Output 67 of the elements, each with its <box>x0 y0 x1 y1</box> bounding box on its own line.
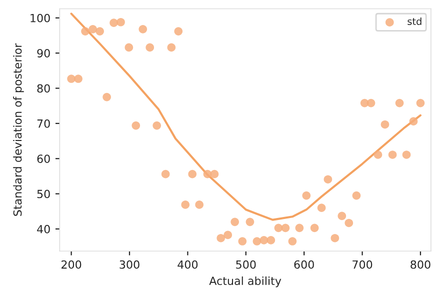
point <box>230 218 239 226</box>
point <box>102 92 111 102</box>
y-tick-label: 70 <box>37 119 50 128</box>
point <box>238 237 247 246</box>
point <box>374 150 382 159</box>
x-tick-label: 400 <box>178 260 198 269</box>
point <box>124 43 134 52</box>
point <box>74 74 82 83</box>
point <box>181 200 190 209</box>
point <box>167 43 176 52</box>
point <box>210 170 219 178</box>
point <box>281 224 290 232</box>
point <box>252 237 262 246</box>
point <box>317 204 326 212</box>
point <box>216 234 226 242</box>
point <box>138 24 148 34</box>
point <box>116 18 125 26</box>
x-axis-title: Actual ability <box>209 276 282 288</box>
point <box>88 24 98 34</box>
point <box>295 224 304 232</box>
point <box>344 218 354 228</box>
point <box>352 191 361 200</box>
point <box>188 170 197 178</box>
y-axis-title: Standard deviation of posterior <box>13 43 24 216</box>
point <box>302 191 311 200</box>
point <box>338 212 346 220</box>
x-tick-label: 700 <box>352 260 372 269</box>
point <box>174 27 183 36</box>
x-tick-label: 800 <box>410 260 430 269</box>
point <box>260 236 268 244</box>
point <box>203 170 212 178</box>
y-tick-label: 90 <box>37 49 50 58</box>
point <box>330 234 340 242</box>
point <box>195 200 204 209</box>
x-tick-label: 500 <box>236 260 256 269</box>
legend-label: std <box>408 18 422 26</box>
y-tick-label: 50 <box>37 190 50 198</box>
point <box>366 98 376 108</box>
point <box>67 74 76 83</box>
y-tick-label: 60 <box>37 154 50 163</box>
point <box>146 43 154 52</box>
point <box>152 121 162 130</box>
point <box>380 120 390 129</box>
point <box>266 236 276 244</box>
y-tick-label: 100 <box>30 14 50 22</box>
point <box>246 218 254 226</box>
point <box>288 237 297 246</box>
point <box>388 150 397 159</box>
point <box>110 18 118 27</box>
point <box>402 150 411 159</box>
point <box>324 175 332 184</box>
y-tick-label: 80 <box>37 84 50 93</box>
point <box>310 224 319 232</box>
point <box>161 170 170 178</box>
point <box>81 27 90 36</box>
point <box>224 230 232 240</box>
point <box>274 224 283 232</box>
point <box>416 98 425 108</box>
point <box>409 117 418 126</box>
y-tick-label: 40 <box>37 224 50 234</box>
point <box>96 27 104 36</box>
line-series <box>70 12 422 221</box>
x-tick-label: 300 <box>120 260 140 269</box>
x-tick-label: 200 <box>62 260 82 269</box>
x-tick-label: 600 <box>294 260 314 269</box>
point <box>395 98 404 108</box>
point <box>132 121 140 130</box>
